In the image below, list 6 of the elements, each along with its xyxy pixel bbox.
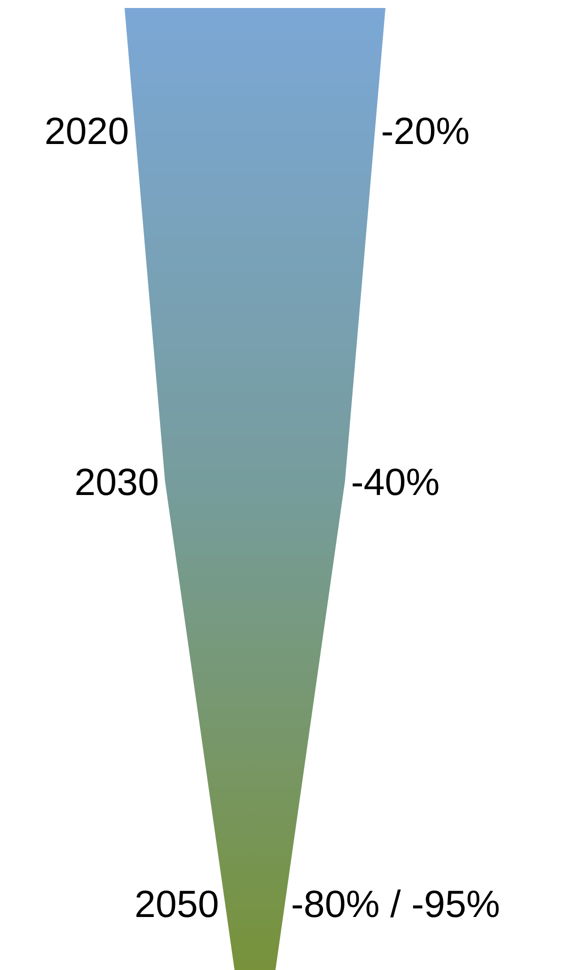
data-label: -40% bbox=[351, 462, 440, 504]
category-label: 2030 bbox=[74, 462, 159, 504]
category-label: 2050 bbox=[134, 884, 219, 926]
data-label: -80% / -95% bbox=[291, 884, 500, 926]
data-label: -20% bbox=[381, 111, 470, 153]
category-label: 2020 bbox=[44, 111, 129, 153]
